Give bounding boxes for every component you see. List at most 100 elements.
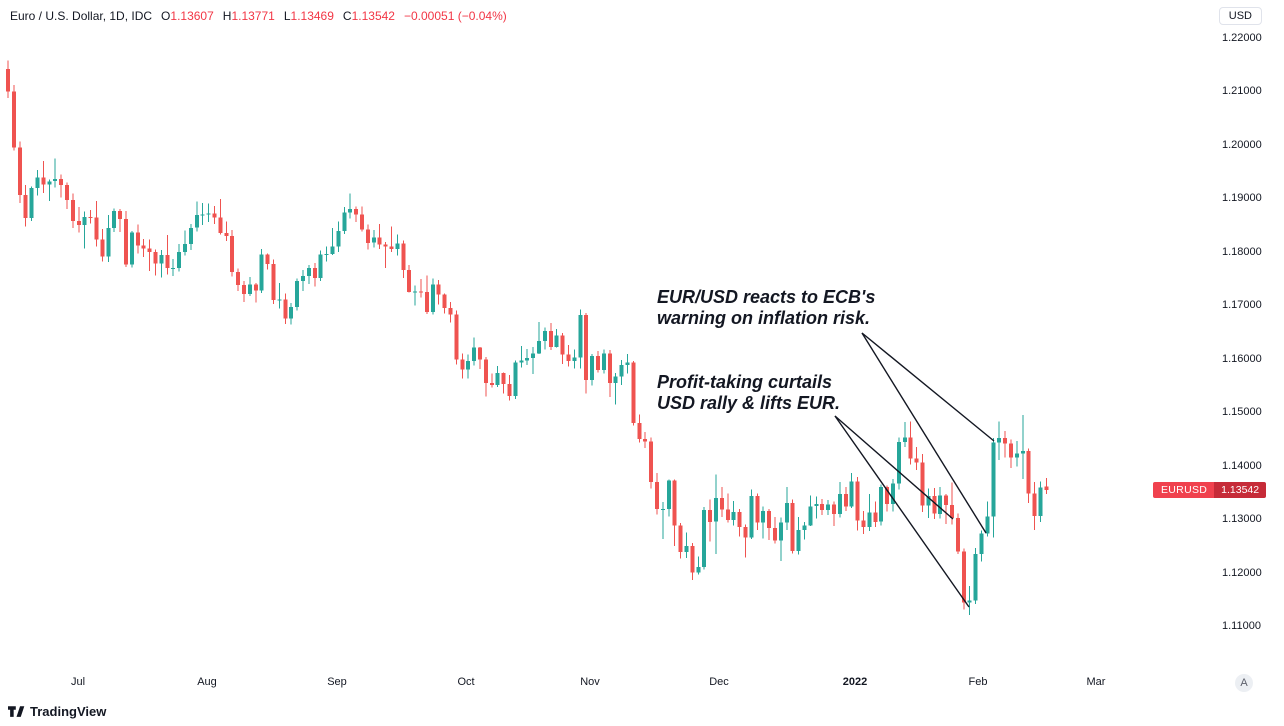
candle: [141, 239, 146, 258]
candle: [472, 337, 477, 366]
candle: [696, 556, 701, 575]
annotation-pointer-line[interactable]: [861, 332, 995, 442]
candle: [312, 263, 317, 287]
price-axis-label: 1.15000: [1222, 406, 1262, 419]
candle: [737, 508, 742, 537]
candle: [719, 487, 724, 517]
price-axis-label: 1.12000: [1222, 566, 1262, 579]
candle: [649, 437, 654, 489]
candle: [767, 508, 772, 540]
close-value: 1.13542: [351, 9, 395, 23]
candle: [94, 201, 99, 247]
close-label: C: [342, 9, 352, 23]
candle: [690, 543, 695, 580]
candle: [1014, 441, 1019, 467]
candle: [41, 160, 46, 193]
candle: [1020, 414, 1025, 479]
candle: [118, 209, 123, 232]
candle: [230, 229, 235, 277]
annotation-pointer-line[interactable]: [861, 332, 987, 534]
candle: [419, 279, 423, 298]
tradingview-attribution[interactable]: TradingView: [8, 704, 106, 719]
candle: [955, 513, 960, 554]
candle: [100, 228, 105, 262]
candle: [749, 489, 754, 539]
time-axis[interactable]: Jul Aug Sep Oct Nov Dec 2022 Feb Mar: [0, 668, 1284, 702]
ad-attribution-badge[interactable]: A: [1235, 674, 1253, 692]
candle: [265, 253, 270, 270]
candle: [938, 487, 943, 519]
candle: [861, 511, 866, 535]
candle: [837, 482, 842, 518]
candle: [212, 205, 217, 224]
candle: [478, 347, 482, 369]
candle: [655, 473, 659, 515]
annotation-pointer-line[interactable]: [834, 415, 954, 520]
candle: [855, 476, 860, 531]
ohlc-low: L 1.13469: [284, 9, 334, 23]
candle: [377, 224, 382, 250]
candle: [873, 501, 878, 528]
candle: [997, 421, 1002, 460]
candle: [424, 275, 429, 314]
time-axis-label: Oct: [457, 676, 475, 688]
candle: [761, 506, 766, 539]
candle: [135, 224, 140, 254]
candle: [129, 231, 134, 268]
candle: [501, 372, 506, 394]
candle: [306, 265, 311, 284]
candle: [389, 226, 394, 252]
candle: [914, 446, 919, 470]
candle: [82, 211, 87, 249]
candle: [814, 496, 819, 519]
candle: [743, 524, 748, 558]
price-axis[interactable]: 1.22000 1.21000 1.20000 1.19000 1.18000 1.170…: [1150, 0, 1284, 668]
symbol-legend: Euro / U.S. Dollar, 1D, IDC O 1.13607 H 1.…: [10, 9, 507, 23]
candle: [301, 270, 305, 291]
candle: [407, 265, 412, 293]
candle: [613, 373, 618, 405]
candle: [1009, 439, 1013, 468]
last-price-badge[interactable]: EURUSD 1.13542: [1153, 482, 1267, 499]
candle: [991, 437, 996, 538]
low-value: 1.13469: [290, 9, 334, 23]
candle: [165, 235, 170, 275]
candle: [236, 268, 241, 291]
candle: [637, 414, 642, 443]
candle: [395, 234, 400, 256]
candle: [891, 479, 895, 512]
annotation-ecb-warning[interactable]: EUR/USD reacts to ECB's warning on infla…: [657, 287, 875, 329]
candle: [70, 193, 75, 228]
candle: [35, 170, 40, 196]
candle: [926, 488, 931, 518]
candle: [619, 359, 624, 385]
time-axis-label: Mar: [1086, 676, 1106, 688]
candle: [1044, 477, 1049, 494]
candle: [808, 495, 813, 526]
candle: [967, 585, 972, 615]
candle: [171, 258, 176, 276]
candle: [1032, 482, 1037, 530]
price-axis-label: 1.16000: [1222, 352, 1262, 365]
low-label: L: [283, 9, 291, 23]
candle: [47, 179, 52, 201]
candle: [242, 281, 246, 303]
candle: [572, 349, 577, 369]
candle: [271, 259, 276, 305]
candle: [11, 85, 16, 151]
candle: [1026, 448, 1031, 504]
candle: [371, 229, 376, 248]
candle: [188, 224, 193, 251]
currency-unit-button[interactable]: USD: [1218, 7, 1262, 25]
candle: [973, 548, 978, 605]
annotation-profit-taking[interactable]: Profit-taking curtails USD rally & lifts…: [657, 372, 840, 414]
candle: [318, 250, 323, 282]
annotation-pointer-line[interactable]: [834, 415, 970, 608]
candle: [430, 278, 435, 315]
candle: [537, 321, 541, 354]
candle: [224, 221, 229, 242]
price-axis-label: 1.22000: [1222, 32, 1262, 44]
symbol-title[interactable]: Euro / U.S. Dollar, 1D, IDC: [10, 9, 153, 23]
